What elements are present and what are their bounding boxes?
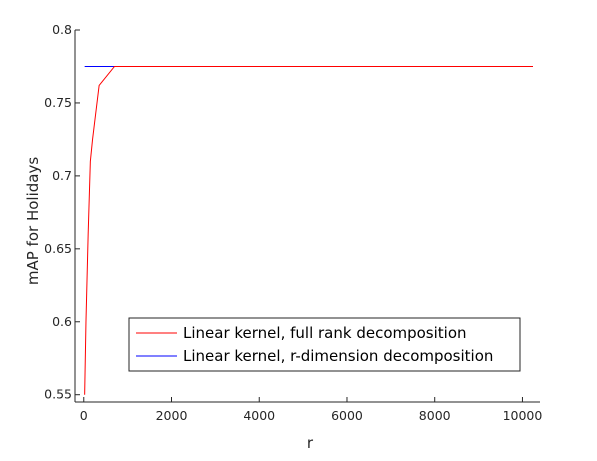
y-tick-label: 0.8 bbox=[52, 22, 72, 37]
legend-label-r-dimension: Linear kernel, r-dimension decomposition bbox=[183, 347, 493, 365]
series-lines bbox=[84, 65, 533, 395]
y-tick-label: 0.6 bbox=[52, 314, 72, 329]
y-tick-label: 0.65 bbox=[44, 241, 72, 256]
x-axis-title: r bbox=[307, 434, 314, 452]
x-tick-label: 6000 bbox=[331, 408, 363, 423]
y-tick-label: 0.7 bbox=[52, 168, 72, 183]
x-tick-label: 2000 bbox=[156, 408, 188, 423]
y-ticks: 0.55 0.6 0.65 0.7 0.75 0.8 bbox=[44, 22, 80, 402]
legend-label-full-rank: Linear kernel, full rank decomposition bbox=[183, 324, 467, 342]
x-tick-label: 10000 bbox=[503, 408, 543, 423]
y-tick-label: 0.55 bbox=[44, 387, 72, 402]
y-axis-title: mAP for Holidays bbox=[24, 157, 42, 285]
series-line-full-rank bbox=[84, 65, 533, 395]
x-tick-label: 0 bbox=[80, 408, 88, 423]
x-ticks: 0 2000 4000 6000 8000 10000 bbox=[80, 397, 543, 423]
x-tick-label: 4000 bbox=[243, 408, 275, 423]
legend-box bbox=[128, 317, 521, 372]
x-tick-label: 8000 bbox=[419, 408, 451, 423]
legend: Linear kernel, full rank decomposition L… bbox=[128, 317, 521, 372]
y-tick-label: 0.75 bbox=[44, 95, 72, 110]
